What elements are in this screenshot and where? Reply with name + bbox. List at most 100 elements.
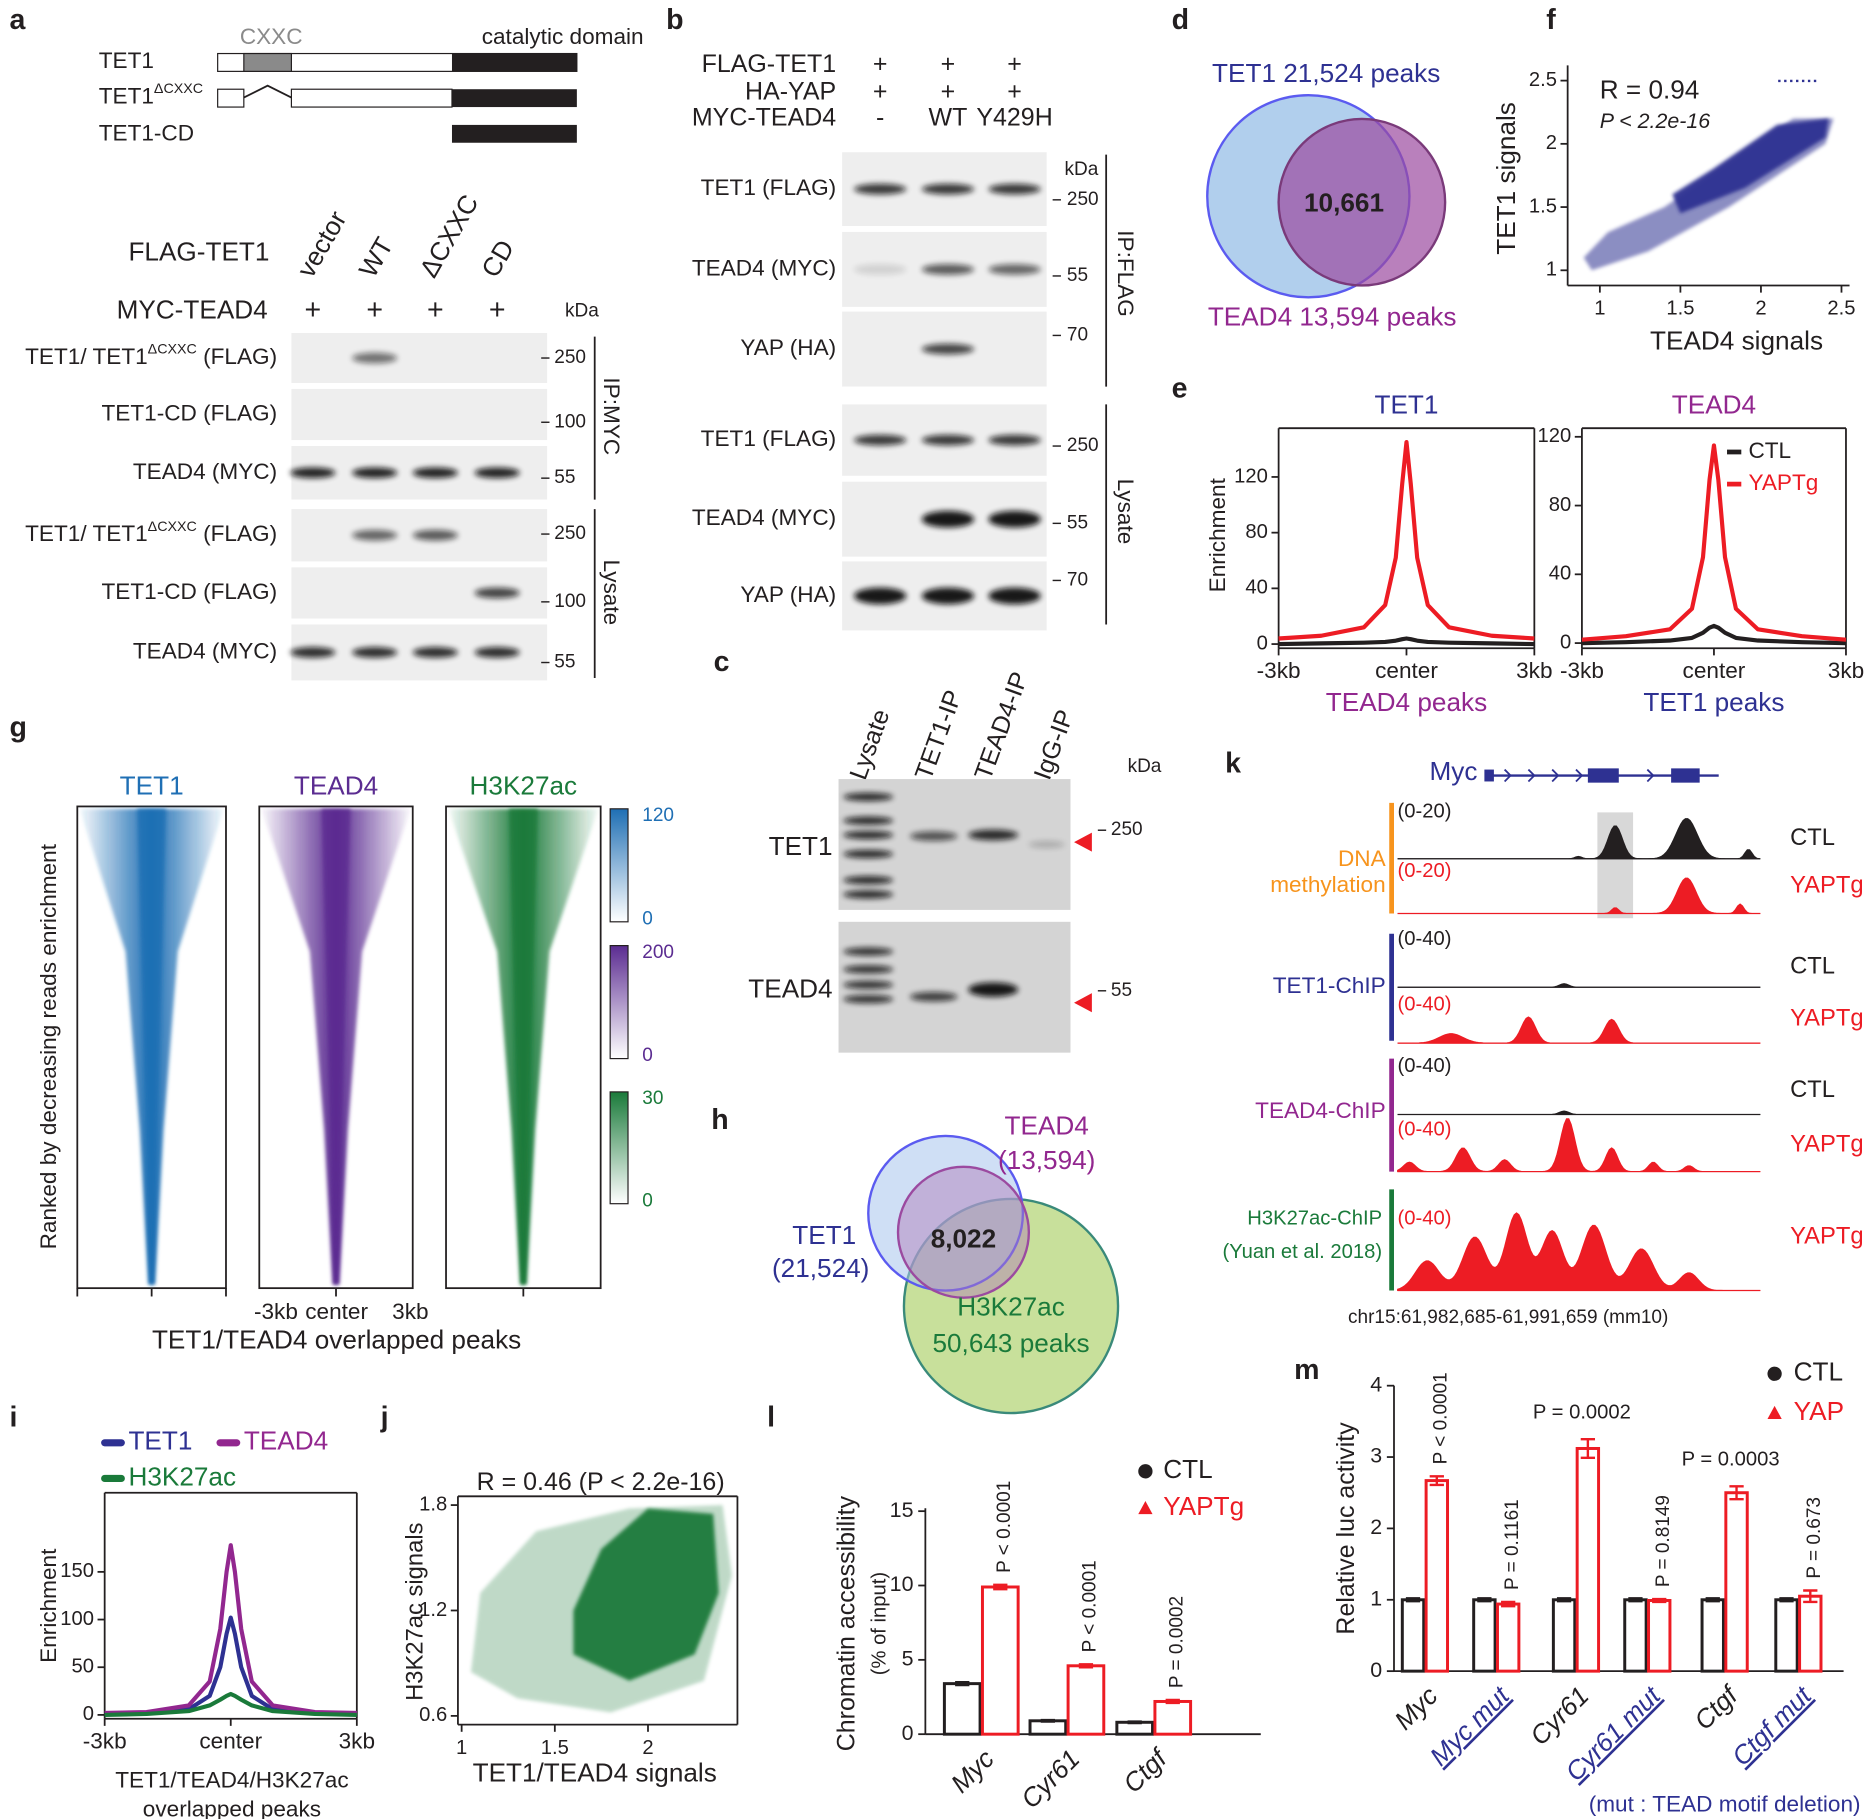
blot-band <box>412 467 458 479</box>
blot-band <box>352 647 398 658</box>
label: + <box>941 50 956 78</box>
bar <box>1424 1479 1450 1673</box>
exon <box>1671 768 1700 783</box>
bar <box>1647 1599 1672 1673</box>
label: TEAD4 signals <box>1650 325 1823 355</box>
error-bar <box>993 1583 1008 1591</box>
y-tick-label: 40 <box>1245 577 1268 599</box>
label: overlapped peaks <box>143 1796 321 1819</box>
y-tick-label: 4 <box>1370 1372 1382 1396</box>
p-value: P < 0.0001 <box>994 1481 1015 1573</box>
error-bar <box>1040 1718 1056 1723</box>
bar <box>1798 1594 1823 1673</box>
heatmap-title: H3K27ac <box>470 770 578 800</box>
blot-band <box>843 890 894 899</box>
signal-track <box>1397 1212 1761 1292</box>
label: TEAD4 (MYC) <box>692 255 836 280</box>
label: + <box>304 294 321 326</box>
y-tick-label: 0 <box>1370 1658 1382 1682</box>
label: YAPTg <box>1790 871 1864 898</box>
label-part: ΔCXXC <box>148 341 197 357</box>
plot-title: TEAD4 <box>1672 390 1756 420</box>
label: 250 <box>554 523 586 544</box>
gene-strand <box>1527 768 1536 783</box>
label: Lysate <box>1113 479 1138 545</box>
track-label: DNA <box>1338 846 1387 871</box>
blot-band <box>474 467 520 479</box>
label: FLAG-TET1 <box>702 50 837 78</box>
bar <box>1472 1598 1497 1673</box>
colorbar-label: 0 <box>642 908 653 929</box>
gene-strand <box>1551 768 1560 783</box>
blot-band <box>474 647 520 658</box>
y-tick-label: 2 <box>1546 132 1557 154</box>
error-bar <box>1652 1597 1667 1604</box>
error-bar <box>1429 1475 1444 1487</box>
label: 8,022 <box>931 1223 996 1253</box>
axis-title: TET1 peaks <box>1643 687 1784 717</box>
label: (0-40) <box>1398 1055 1452 1077</box>
colorbar <box>609 808 629 923</box>
blot-band <box>921 434 975 446</box>
y-tick-label: 0 <box>83 1703 94 1725</box>
legend-label: H3K27ac <box>128 1461 236 1491</box>
profile-line <box>1581 443 1847 642</box>
label: 250 <box>1111 819 1143 840</box>
blot-band <box>290 467 336 479</box>
x-tick-label: -3kb <box>1257 658 1301 683</box>
label: HA-YAP <box>745 77 836 105</box>
label: 250 <box>1067 189 1099 210</box>
label: MYC-TEAD4 <box>692 104 836 132</box>
plot-title: TET1 <box>1375 390 1439 420</box>
y-tick-label: 80 <box>1549 494 1572 516</box>
panel-letter: d <box>1172 4 1189 36</box>
blot-band <box>843 876 894 885</box>
bar <box>1400 1598 1426 1673</box>
x-tick-label: center <box>199 1728 262 1753</box>
blot-band <box>843 947 894 956</box>
label: (% of input) <box>869 1572 891 1675</box>
label: (0-40) <box>1398 928 1452 950</box>
p-value: P = 0.8149 <box>1653 1495 1674 1587</box>
panel-letter: h <box>711 1104 728 1136</box>
legend-marker <box>1138 1464 1153 1479</box>
x-tick-label: Ctgf mut <box>1726 1679 1818 1771</box>
label: TET1-CD <box>99 120 194 145</box>
blot-band <box>921 183 975 195</box>
label: + <box>366 294 383 326</box>
arrowhead <box>1074 993 1092 1013</box>
error-bar <box>955 1680 970 1687</box>
label: TET1-CD (FLAG) <box>102 400 278 425</box>
colorbar-label: 0 <box>642 1190 653 1211</box>
bar <box>980 1585 1020 1736</box>
label-part: TET1-CD (FLAG) <box>102 400 278 425</box>
track-label: methylation <box>1270 872 1385 897</box>
label: TET1 <box>99 48 154 73</box>
label: IP:FLAG <box>1113 230 1138 317</box>
label: 250 <box>554 347 586 368</box>
label: Lysate <box>599 559 624 625</box>
label-part: TEAD4 (MYC) <box>133 459 277 484</box>
blot-band <box>853 264 907 275</box>
y-tick-label: 40 <box>1549 563 1572 585</box>
error-bar <box>1405 1597 1421 1603</box>
y-tick-label: 3 <box>1370 1444 1382 1468</box>
label: H3K27ac <box>957 1291 1065 1321</box>
y-tick-label: 0.6 <box>419 1704 447 1726</box>
label: kDa <box>1065 159 1099 180</box>
venn-set <box>896 1165 1031 1299</box>
label: 50,643 peaks <box>932 1328 1089 1358</box>
bar <box>942 1682 982 1736</box>
signal-track <box>1397 877 1761 914</box>
y-tick-label: 0 <box>902 1721 914 1745</box>
legend-label: TET1 <box>128 1426 192 1456</box>
legend-marker <box>1767 1366 1782 1381</box>
blot-band <box>352 352 398 364</box>
panel-letter: f <box>1546 4 1556 36</box>
label: TET1 <box>792 1220 856 1250</box>
legend-label: TEAD4 <box>244 1426 328 1456</box>
track-label: H3K27ac-ChIP <box>1247 1208 1382 1230</box>
blot-band <box>988 510 1041 528</box>
